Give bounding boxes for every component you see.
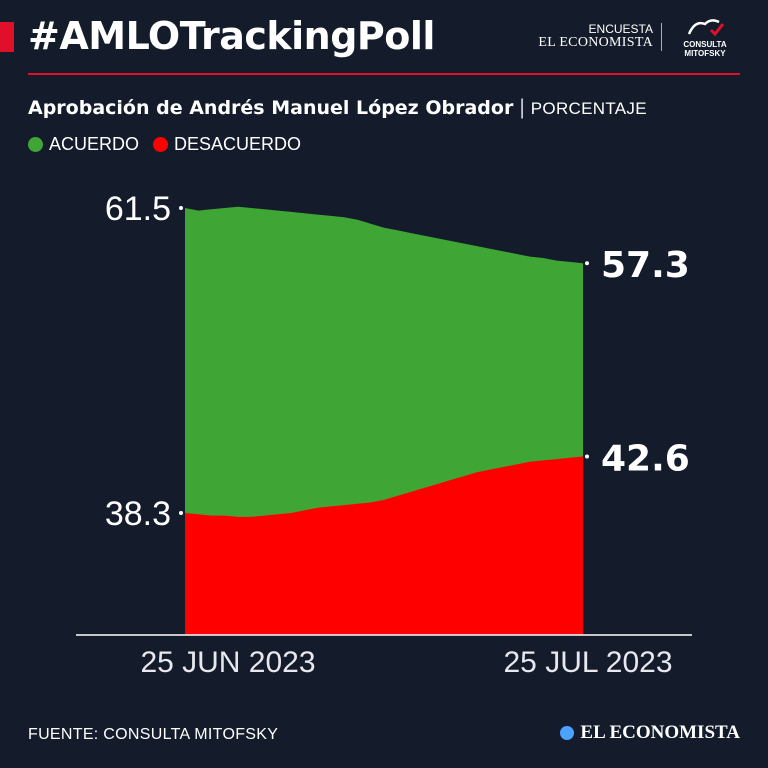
- header-rule: [28, 73, 740, 75]
- legend-label-acuerdo: ACUERDO: [49, 134, 140, 154]
- x-tick-label-end: 25 JUL 2023: [503, 646, 672, 679]
- value-label-desacuerdo-start: 38.3: [105, 495, 171, 533]
- brand-small-label: ENCUESTA: [588, 22, 653, 37]
- legend-item-acuerdo: ACUERDO: [28, 134, 139, 155]
- brand-main-label: EL ECONOMISTA: [538, 34, 653, 50]
- legend-swatch-acuerdo: [28, 137, 43, 152]
- subtitle-separator: |: [519, 96, 525, 119]
- marker-desacuerdo-end: [585, 454, 589, 459]
- footer-logo-label: EL ECONOMISTA: [580, 722, 740, 743]
- value-label-acuerdo-end: 57.3: [601, 245, 690, 286]
- value-label-acuerdo-start: 61.5: [105, 190, 171, 228]
- legend-label-desacuerdo: DESACUERDO: [174, 134, 302, 154]
- legend: ACUERDO DESACUERDO: [28, 134, 301, 155]
- accent-bar: [0, 22, 14, 52]
- footer-logo: EL ECONOMISTA: [560, 722, 740, 744]
- legend-item-desacuerdo: DESACUERDO: [153, 134, 301, 155]
- marker-acuerdo-end: [585, 261, 589, 266]
- mitofsky-label: CONSULTA MITOFSKY: [683, 40, 727, 58]
- mitofsky-logo: CONSULTA MITOFSKY: [662, 16, 740, 58]
- unit-label: PORCENTAJE: [530, 99, 647, 118]
- legend-swatch-desacuerdo: [153, 137, 169, 152]
- mitofsky-icon: [687, 19, 725, 37]
- value-label-desacuerdo-end: 42.6: [601, 438, 690, 479]
- chart-subtitle: Aprobación de Andrés Manuel López Obrado…: [28, 96, 647, 120]
- series-area-desacuerdo: [185, 456, 583, 635]
- source-note: FUENTE: CONSULTA MITOFSKY: [28, 726, 279, 743]
- marker-acuerdo-start: [179, 206, 183, 210]
- brand-logo: ENCUESTA EL ECONOMISTA CONSULTA MITOFSKY: [538, 16, 740, 58]
- chart-title: Aprobación de Andrés Manuel López Obrado…: [28, 97, 514, 119]
- el-economista-icon: [560, 726, 575, 740]
- x-tick-label-start: 25 JUN 2023: [140, 646, 315, 679]
- page-title: #AMLOTrackingPoll: [28, 14, 435, 58]
- marker-desacuerdo-start: [179, 511, 183, 515]
